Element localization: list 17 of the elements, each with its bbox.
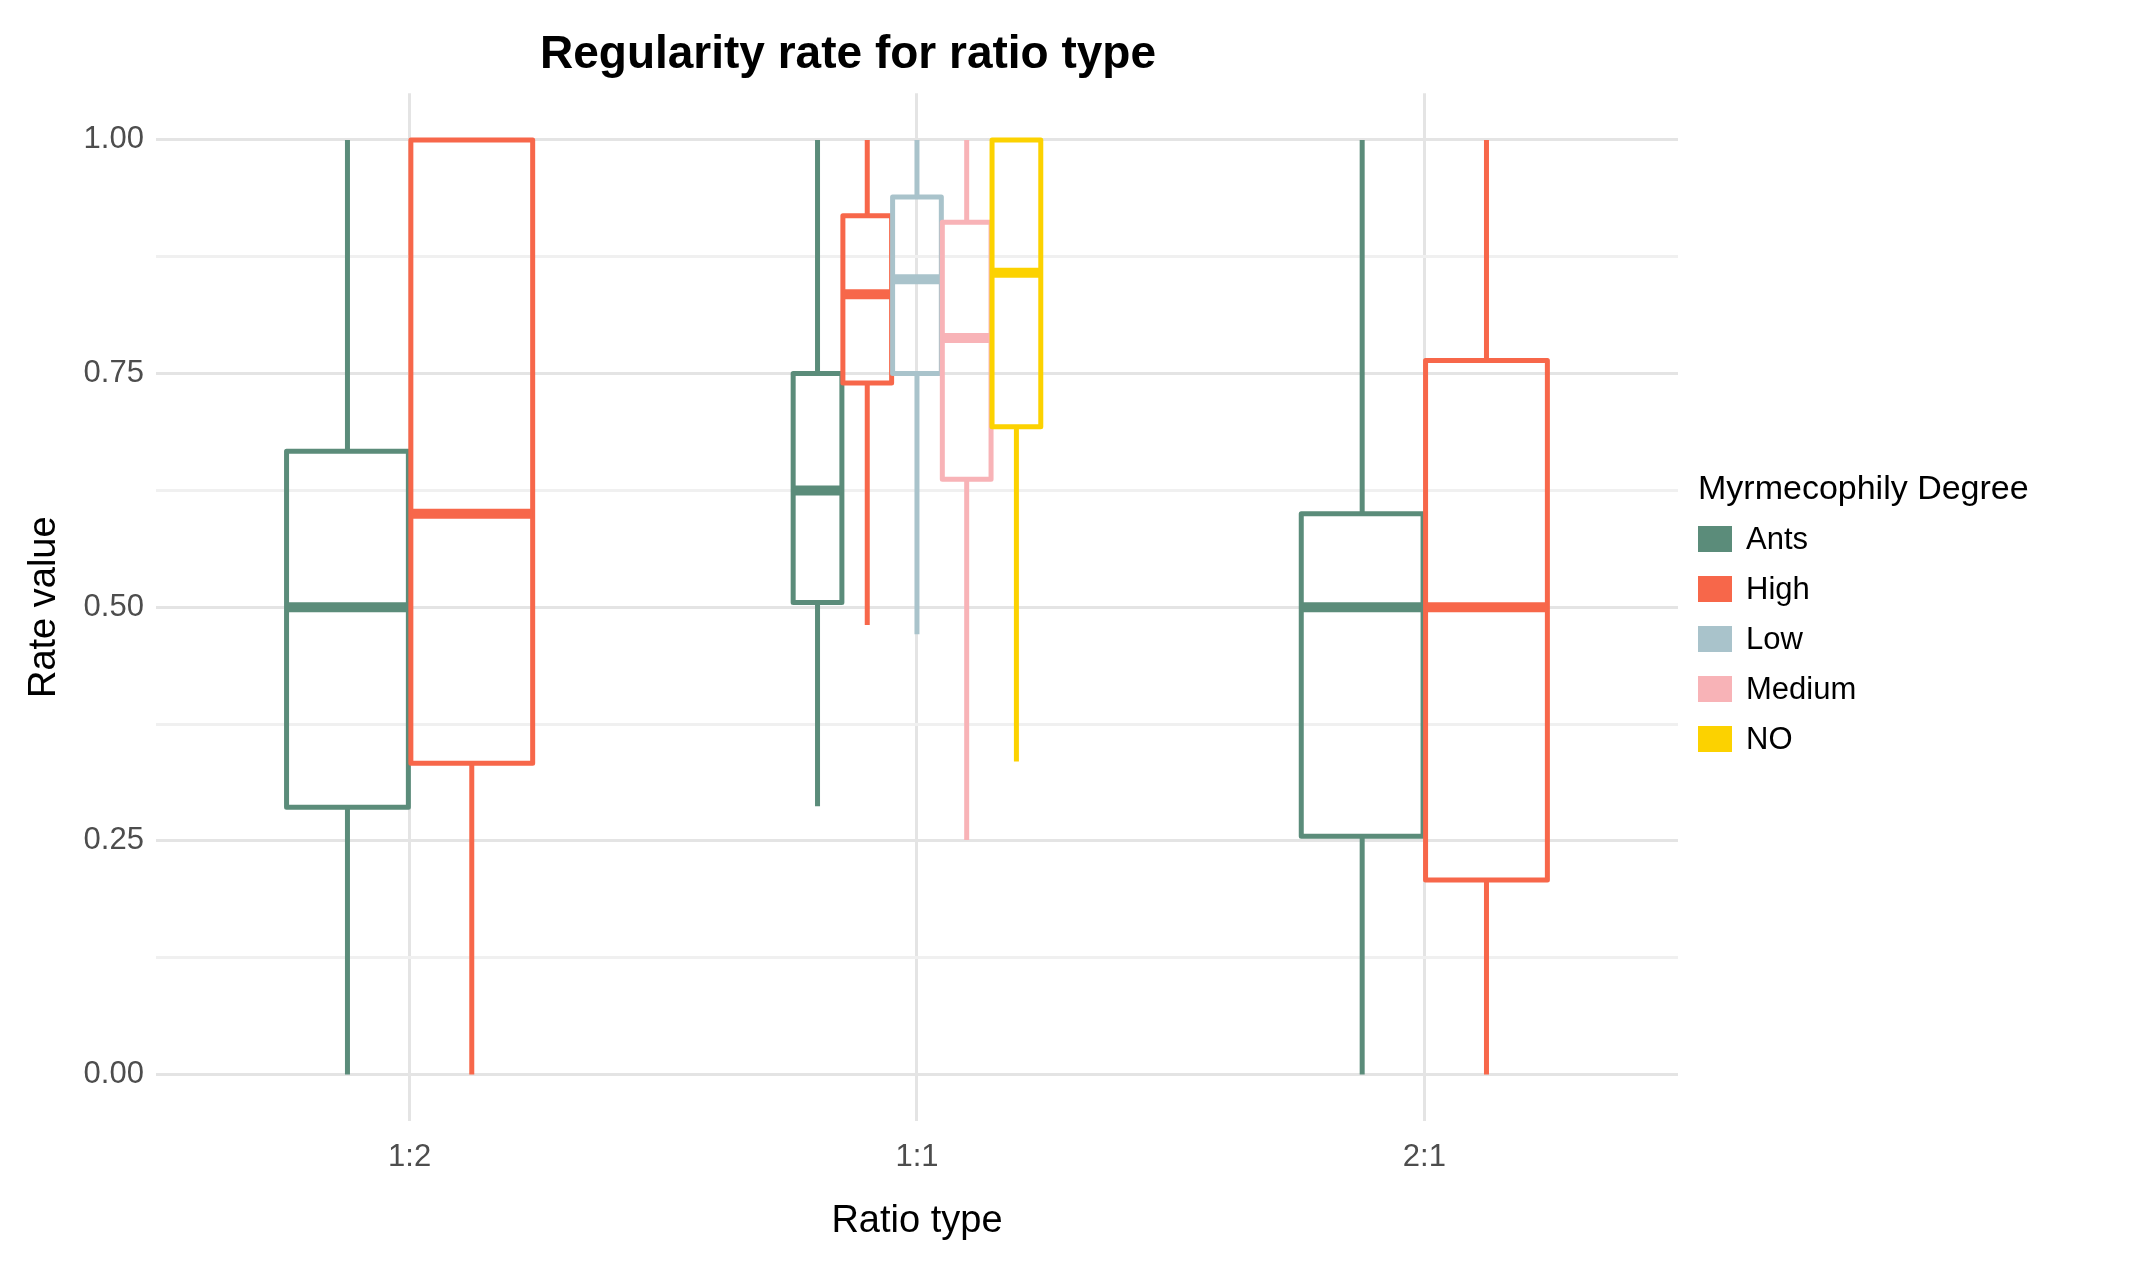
y-tick-label: 0.00: [83, 1055, 144, 1091]
x-tick-label: 1:1: [895, 1138, 939, 1174]
legend-label: Ants: [1746, 521, 1809, 557]
legend-label: High: [1746, 571, 1810, 607]
x-tick-label: 1:2: [388, 1138, 432, 1174]
y-axis-title: Rate value: [21, 516, 64, 699]
x-tick-label: 2:1: [1402, 1138, 1446, 1174]
y-tick-label: 1.00: [83, 120, 144, 156]
x-axis-title: Ratio type: [831, 1197, 1003, 1240]
legend-label: NO: [1746, 721, 1793, 757]
legend-label: Low: [1746, 621, 1803, 657]
y-tick-label: 0.50: [83, 587, 144, 623]
legend-title: Myrmecophily Degree: [1698, 468, 2029, 507]
chart-title: Regularity rate for ratio type: [539, 26, 1157, 79]
y-tick-label: 0.75: [83, 354, 144, 390]
y-tick-label: 0.25: [83, 821, 144, 857]
legend-label: Medium: [1746, 671, 1857, 707]
